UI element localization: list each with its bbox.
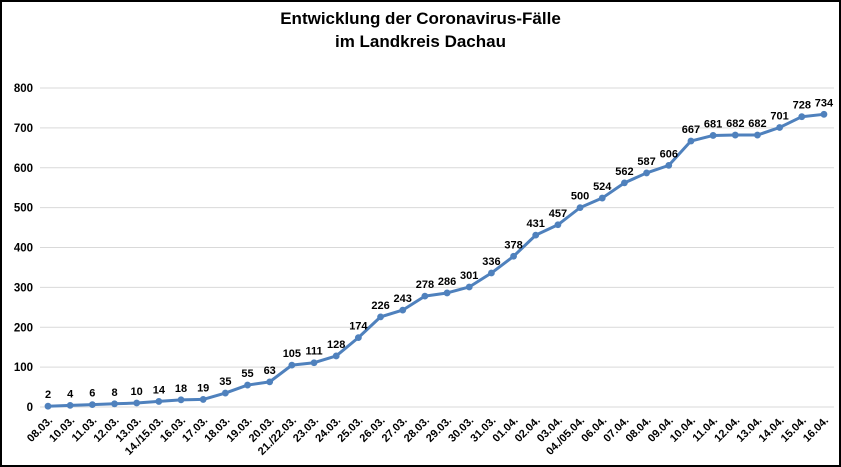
data-point <box>776 124 784 131</box>
data-point <box>399 306 407 314</box>
data-point <box>66 402 74 409</box>
data-label: 431 <box>527 218 545 230</box>
data-label: 55 <box>241 368 253 380</box>
data-label: 457 <box>549 208 567 220</box>
data-point <box>798 113 806 121</box>
y-tick-label: 0 <box>27 402 33 414</box>
data-label: 701 <box>770 110 788 122</box>
data-point <box>199 396 207 403</box>
data-label: 4 <box>67 388 74 400</box>
data-point <box>621 179 628 187</box>
data-label: 174 <box>349 321 368 333</box>
chart-title-line1: Entwicklung der Coronavirus-Fälle <box>280 9 561 28</box>
data-label: 10 <box>131 386 143 398</box>
data-label: 19 <box>197 382 209 394</box>
data-point <box>266 378 274 386</box>
y-tick-label: 500 <box>14 203 33 215</box>
data-point <box>643 169 650 177</box>
data-label: 286 <box>438 276 456 288</box>
data-label: 111 <box>305 346 322 358</box>
data-point <box>133 399 141 407</box>
data-label: 682 <box>748 118 766 130</box>
data-label: 734 <box>815 97 834 109</box>
data-label: 301 <box>460 270 478 282</box>
data-point <box>465 283 473 291</box>
data-point <box>155 398 163 405</box>
y-tick-label: 800 <box>14 83 33 95</box>
data-label: 278 <box>416 279 434 291</box>
data-label: 226 <box>371 300 389 312</box>
data-point <box>310 359 318 367</box>
y-tick-label: 700 <box>14 123 33 135</box>
x-tick-label: 10.03. <box>47 415 77 445</box>
x-tick-label: 10.04. <box>668 415 698 445</box>
y-tick-label: 300 <box>14 282 33 294</box>
data-point <box>576 204 584 212</box>
data-point <box>111 400 118 408</box>
data-point <box>221 389 229 397</box>
data-point <box>820 110 828 118</box>
data-point <box>532 231 540 239</box>
data-label: 336 <box>482 256 500 268</box>
data-label: 18 <box>175 383 187 395</box>
data-label: 606 <box>660 148 678 160</box>
data-label: 8 <box>111 387 117 399</box>
data-point <box>44 402 52 410</box>
data-point <box>421 292 429 300</box>
data-label: 667 <box>682 124 700 136</box>
data-point <box>377 313 384 321</box>
data-label: 682 <box>726 118 744 130</box>
data-point <box>288 361 296 369</box>
data-label: 243 <box>394 293 412 305</box>
data-label: 2 <box>45 389 51 401</box>
data-point <box>598 194 606 202</box>
data-label: 35 <box>219 376 231 388</box>
chart-title-line2: im Landkreis Dachau <box>334 32 506 51</box>
data-point <box>687 137 695 145</box>
data-label: 681 <box>704 118 722 130</box>
y-tick-label: 200 <box>14 322 33 334</box>
data-label: 378 <box>504 239 522 251</box>
chart-title: Entwicklung der Coronavirus-Fälle im Lan… <box>2 7 839 53</box>
data-label: 14 <box>153 384 166 396</box>
data-label: 500 <box>571 191 589 203</box>
data-point <box>488 269 495 277</box>
data-label: 63 <box>264 365 276 377</box>
data-point <box>731 131 739 139</box>
series-line <box>46 112 826 408</box>
data-point <box>354 334 362 342</box>
data-label: 105 <box>283 348 301 360</box>
y-tick-label: 600 <box>14 163 33 175</box>
data-label: 524 <box>593 181 612 193</box>
data-label: 587 <box>637 156 655 168</box>
data-point <box>709 132 717 139</box>
data-point <box>88 401 96 409</box>
data-point <box>754 131 761 139</box>
data-point <box>665 161 673 169</box>
data-point <box>177 396 185 404</box>
data-label: 562 <box>615 166 633 178</box>
x-tick-label: 16.04. <box>801 415 831 445</box>
data-label: 6 <box>89 388 95 400</box>
data-point <box>554 221 562 229</box>
data-point <box>332 352 340 360</box>
data-label: 728 <box>793 100 811 112</box>
data-point <box>244 381 251 389</box>
data-point <box>510 252 517 260</box>
y-tick-label: 400 <box>14 243 33 255</box>
y-tick-label: 100 <box>14 362 33 374</box>
data-point <box>443 289 451 297</box>
data-label: 128 <box>327 339 345 351</box>
